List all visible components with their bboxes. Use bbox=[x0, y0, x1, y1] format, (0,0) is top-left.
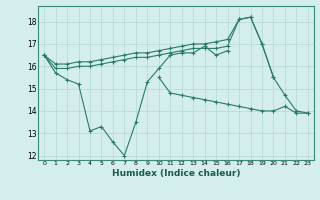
X-axis label: Humidex (Indice chaleur): Humidex (Indice chaleur) bbox=[112, 169, 240, 178]
